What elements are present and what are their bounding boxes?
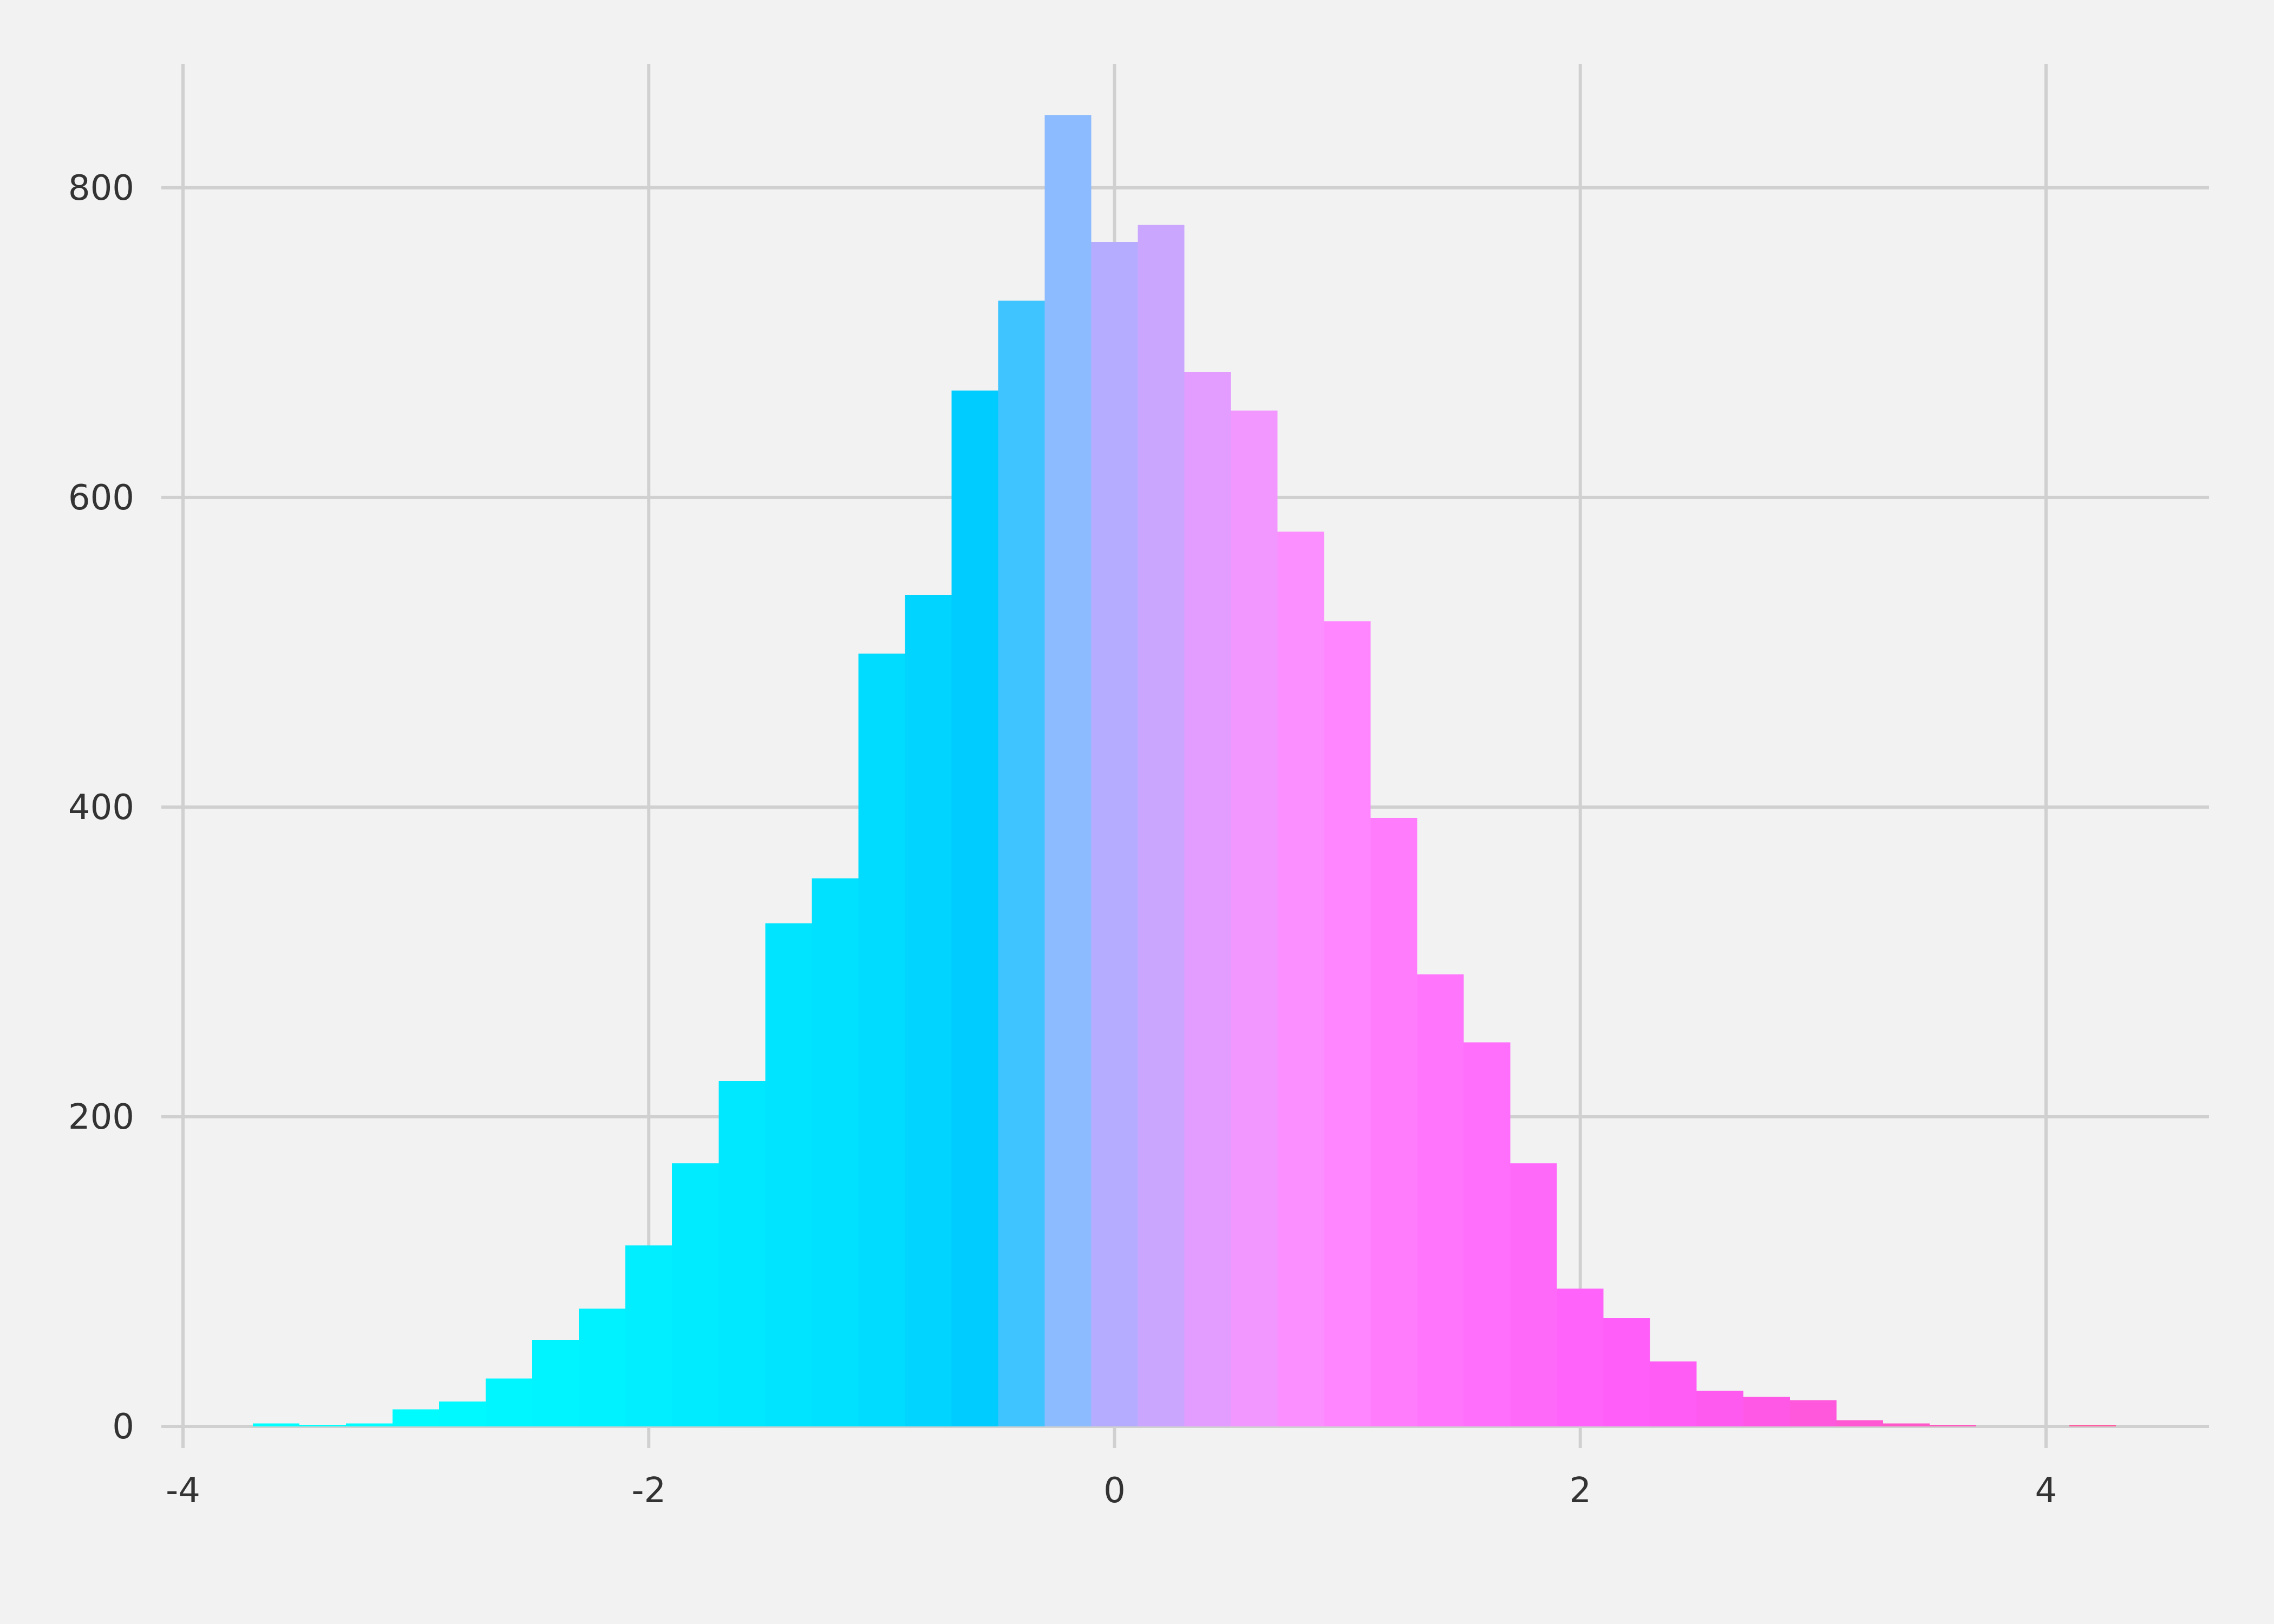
y-tick-label: 0 xyxy=(112,1407,134,1447)
y-tick-label: 400 xyxy=(68,788,134,828)
histogram-bar xyxy=(1324,621,1371,1426)
histogram-bar xyxy=(765,923,812,1426)
histogram-bar xyxy=(1883,1423,1930,1426)
histogram-bar xyxy=(1929,1425,1976,1426)
histogram-bars xyxy=(253,115,2116,1427)
histogram-bar xyxy=(393,1409,440,1426)
axis-ticks: -4 -2 0 2 4 0 200 400 600 800 xyxy=(68,168,2057,1511)
histogram-bar xyxy=(718,1081,766,1426)
histogram-bar xyxy=(1463,1042,1511,1426)
histogram-bar xyxy=(1650,1361,1697,1426)
x-tick-label: 4 xyxy=(2035,1471,2057,1511)
histogram-bar xyxy=(1138,225,1185,1426)
histogram-bar xyxy=(998,300,1045,1426)
histogram-bar xyxy=(625,1245,672,1426)
histogram-bar xyxy=(299,1425,347,1426)
histogram-bar xyxy=(1370,817,1417,1426)
histogram-bar xyxy=(812,878,859,1426)
histogram-bar xyxy=(439,1402,486,1426)
histogram-bar xyxy=(579,1308,626,1426)
histogram-bar xyxy=(1231,410,1278,1426)
histogram-bar xyxy=(1417,974,1464,1426)
y-tick-label: 200 xyxy=(68,1097,134,1137)
y-tick-label: 800 xyxy=(68,168,134,208)
histogram-bar xyxy=(2069,1425,2116,1426)
histogram-bar xyxy=(951,390,998,1426)
histogram-bar xyxy=(858,653,905,1426)
histogram-bar xyxy=(905,595,952,1426)
histogram-bar xyxy=(1836,1420,1883,1426)
histogram-bar xyxy=(1743,1397,1790,1426)
histogram-bar xyxy=(346,1423,393,1426)
x-tick-label: -4 xyxy=(166,1471,200,1511)
histogram-bar xyxy=(486,1378,533,1426)
histogram-bar xyxy=(1277,531,1324,1427)
histogram-bar xyxy=(253,1423,300,1426)
histogram-bar xyxy=(1044,115,1092,1427)
histogram-bar xyxy=(1091,241,1138,1426)
histogram-bar xyxy=(532,1339,579,1426)
histogram-bar xyxy=(1603,1318,1650,1426)
histogram-bar xyxy=(1789,1400,1837,1426)
histogram-bar xyxy=(1510,1163,1557,1426)
histogram-bar xyxy=(1184,372,1231,1426)
x-tick-label: -2 xyxy=(631,1471,666,1511)
y-tick-label: 600 xyxy=(68,478,134,518)
histogram-bar xyxy=(672,1163,719,1426)
histogram-bar xyxy=(1557,1288,1604,1426)
histogram-bar xyxy=(1696,1391,1743,1426)
x-tick-label: 0 xyxy=(1103,1471,1126,1511)
x-tick-label: 2 xyxy=(1569,1471,1591,1511)
